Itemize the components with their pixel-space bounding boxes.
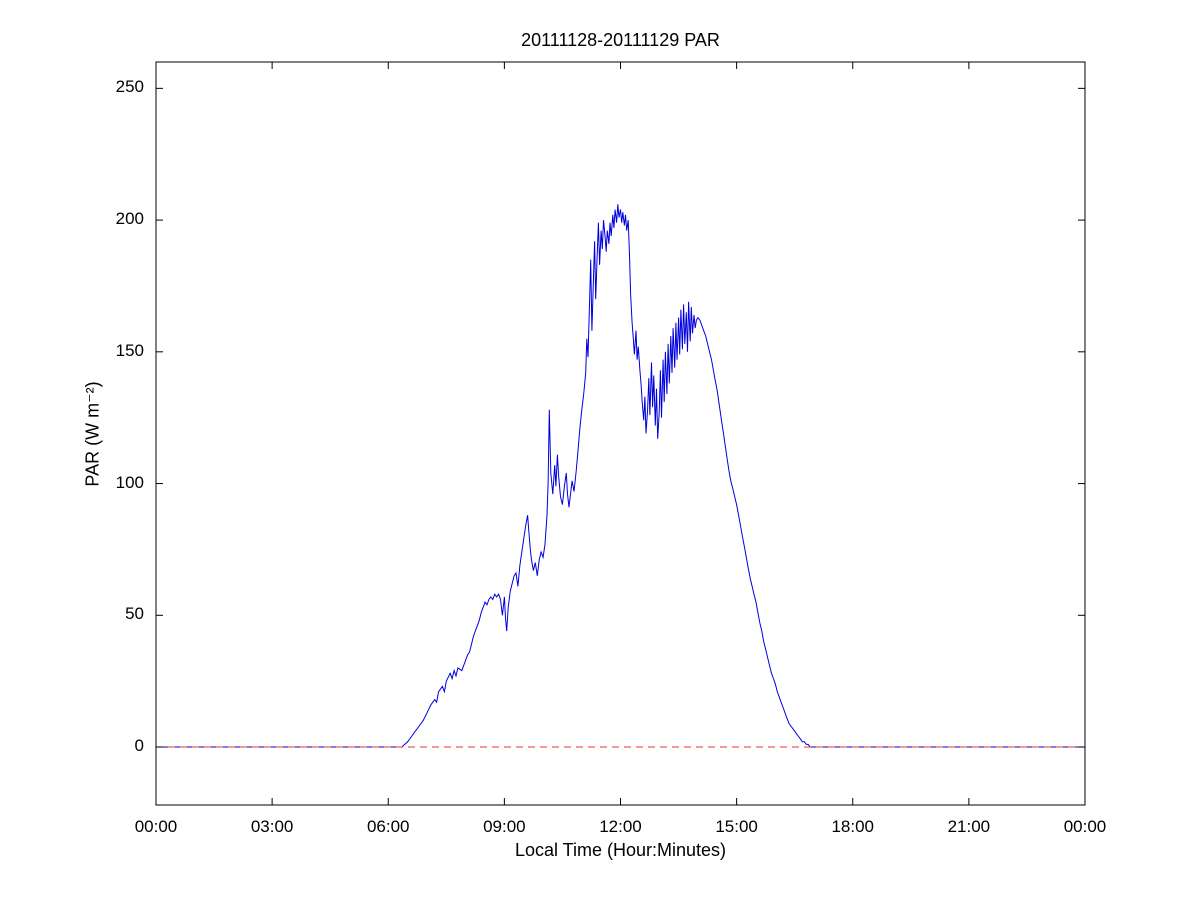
y-tick-label: 150: [115, 340, 144, 360]
x-tick-label: 00:00: [1063, 817, 1107, 836]
x-tick-label: 06:00: [366, 817, 410, 836]
x-tick-label: 00:00: [134, 817, 178, 836]
y-tick-label: 250: [115, 77, 144, 97]
x-axis-label: Local Time (Hour:Minutes): [514, 840, 727, 860]
x-tick-label: 03:00: [250, 817, 294, 836]
y-tick-label: 200: [115, 209, 144, 229]
y-tick-label: 100: [115, 472, 144, 492]
y-axis-label: PAR (W m⁻²): [82, 381, 103, 487]
y-tick-label: 0: [134, 736, 144, 756]
x-tick-label: 21:00: [947, 817, 991, 836]
x-tick-label: 15:00: [715, 817, 758, 836]
x-tick-label: 12:00: [599, 817, 642, 836]
chart-title: 20111128-20111129 PAR: [521, 30, 720, 50]
x-tick-label: 09:00: [483, 817, 526, 836]
axes-box: [155, 61, 1086, 806]
y-tick-label: 50: [125, 604, 144, 624]
x-tick-label: 18:00: [831, 817, 875, 836]
par-line: [156, 204, 1085, 748]
